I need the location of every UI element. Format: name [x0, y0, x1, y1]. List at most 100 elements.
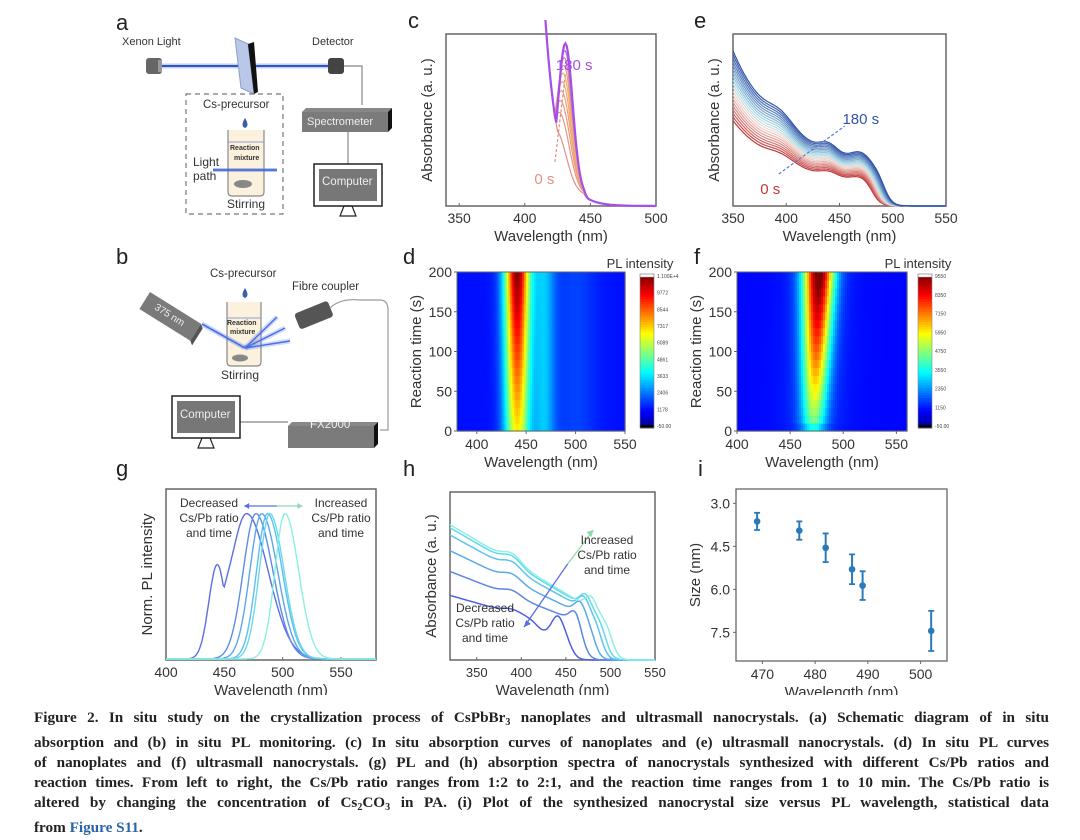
heatmap-cell — [871, 343, 874, 353]
heatmap-cell — [851, 335, 854, 345]
heatmap-cell — [887, 303, 890, 313]
heatmap-cell — [512, 359, 515, 368]
heatmap-cell — [589, 303, 592, 313]
heatmap-cell — [522, 359, 525, 368]
heatmap-cell — [767, 287, 770, 297]
heatmap-cell — [466, 391, 470, 400]
heatmap-cell — [549, 375, 553, 384]
heatmap-cell — [486, 303, 490, 313]
heatmap-cell — [755, 311, 758, 321]
heatmap-cell — [547, 415, 551, 424]
heatmap-cell — [516, 327, 519, 337]
heatmap-cell — [781, 311, 784, 321]
heatmap-cell — [823, 383, 826, 392]
heatmap-cell — [773, 287, 776, 297]
heatmap-cell — [737, 303, 740, 313]
heatmap-cell — [472, 375, 476, 384]
heatmap-cell — [773, 359, 776, 368]
heatmap-cell — [619, 335, 622, 345]
heatmap-cell — [855, 391, 858, 400]
heatmap-cell — [577, 423, 581, 432]
heatmap-cell — [597, 375, 600, 384]
heatmap-cell — [849, 423, 852, 432]
colorbar-segment — [640, 379, 654, 383]
heatmap-cell — [474, 343, 478, 353]
heatmap-cell — [901, 351, 904, 361]
heatmap-cell — [831, 351, 834, 361]
heatmap-cell — [887, 351, 890, 361]
heatmap-cell — [821, 399, 824, 408]
heatmap-cell — [522, 367, 525, 376]
heatmap-cell — [893, 295, 896, 305]
heatmap-cell — [753, 335, 756, 345]
heatmap-cell — [528, 399, 531, 408]
colorbar-segment — [640, 278, 654, 282]
heatmap-cell — [522, 383, 525, 392]
heatmap-cell — [607, 375, 610, 384]
heatmap-cell — [492, 399, 496, 408]
heatmap-cell — [577, 415, 581, 424]
heatmap-cell — [581, 383, 585, 392]
heatmap-cell — [492, 359, 496, 368]
y-tick-label: 100 — [429, 344, 453, 360]
heatmap-cell — [536, 295, 539, 305]
heatmap-cell — [877, 367, 880, 376]
heatmap-cell — [597, 319, 600, 329]
heatmap-cell — [549, 272, 553, 281]
heatmap-cell — [561, 351, 565, 361]
heatmap-cell — [787, 407, 790, 416]
heatmap-cell — [801, 375, 804, 384]
heatmap-cell — [587, 367, 591, 376]
heatmap-cell — [849, 351, 852, 361]
figure-s11-link[interactable]: Figure S11 — [69, 819, 139, 836]
heatmap-cell — [605, 383, 608, 392]
heatmap-cell — [875, 351, 878, 361]
heatmap-cell — [581, 415, 585, 424]
heatmap-cell — [593, 343, 596, 353]
colorbar-segment — [918, 410, 932, 414]
heatmap-cell — [805, 327, 808, 337]
heatmap-cell — [577, 295, 581, 305]
heatmap-cell — [867, 279, 870, 289]
heatmap-cell — [581, 399, 585, 408]
heatmap-cell — [783, 319, 786, 329]
heatmap-cell — [761, 303, 764, 313]
x-tick-label: 400 — [465, 436, 489, 452]
heatmap-cell — [891, 415, 894, 424]
heatmap-cell — [785, 423, 788, 432]
heatmap-cell — [597, 343, 600, 353]
heatmap-cell — [621, 327, 624, 337]
heatmap-cell — [526, 375, 529, 384]
heatmap-cell — [785, 303, 788, 313]
heatmap-cell — [545, 423, 549, 432]
heatmap-cell — [745, 295, 748, 305]
heatmap-cell — [885, 343, 888, 353]
heatmap-cell — [845, 272, 848, 281]
heatmap-cell — [787, 272, 790, 281]
heatmap-cell — [478, 279, 482, 289]
colorbar-segment — [918, 402, 932, 406]
heatmap-cell — [747, 415, 750, 424]
heatmap-cell — [508, 423, 511, 432]
heatmap-cell — [889, 359, 892, 368]
heatmap-cell — [587, 335, 591, 345]
colorbar-segment — [918, 346, 932, 350]
heatmap-cell — [486, 272, 490, 281]
heatmap-cell — [494, 327, 498, 337]
heatmap-cell — [530, 287, 533, 297]
heatmap-cell — [472, 359, 476, 368]
heatmap-cell — [460, 423, 464, 432]
heatmap-cell — [849, 335, 852, 345]
heatmap-cell — [813, 351, 816, 361]
heatmap-cell — [883, 295, 886, 305]
heatmap-cell — [897, 327, 900, 337]
heatmap-cell — [488, 383, 492, 392]
heatmap-cell — [460, 407, 464, 416]
heatmap-cell — [541, 399, 545, 408]
heatmap-cell — [839, 391, 842, 400]
colorbar-segment — [640, 372, 654, 376]
heatmap-cell — [875, 399, 878, 408]
heatmap-cell — [601, 359, 604, 368]
heatmap-cell — [478, 383, 482, 392]
panel-label-b: b — [116, 244, 129, 269]
